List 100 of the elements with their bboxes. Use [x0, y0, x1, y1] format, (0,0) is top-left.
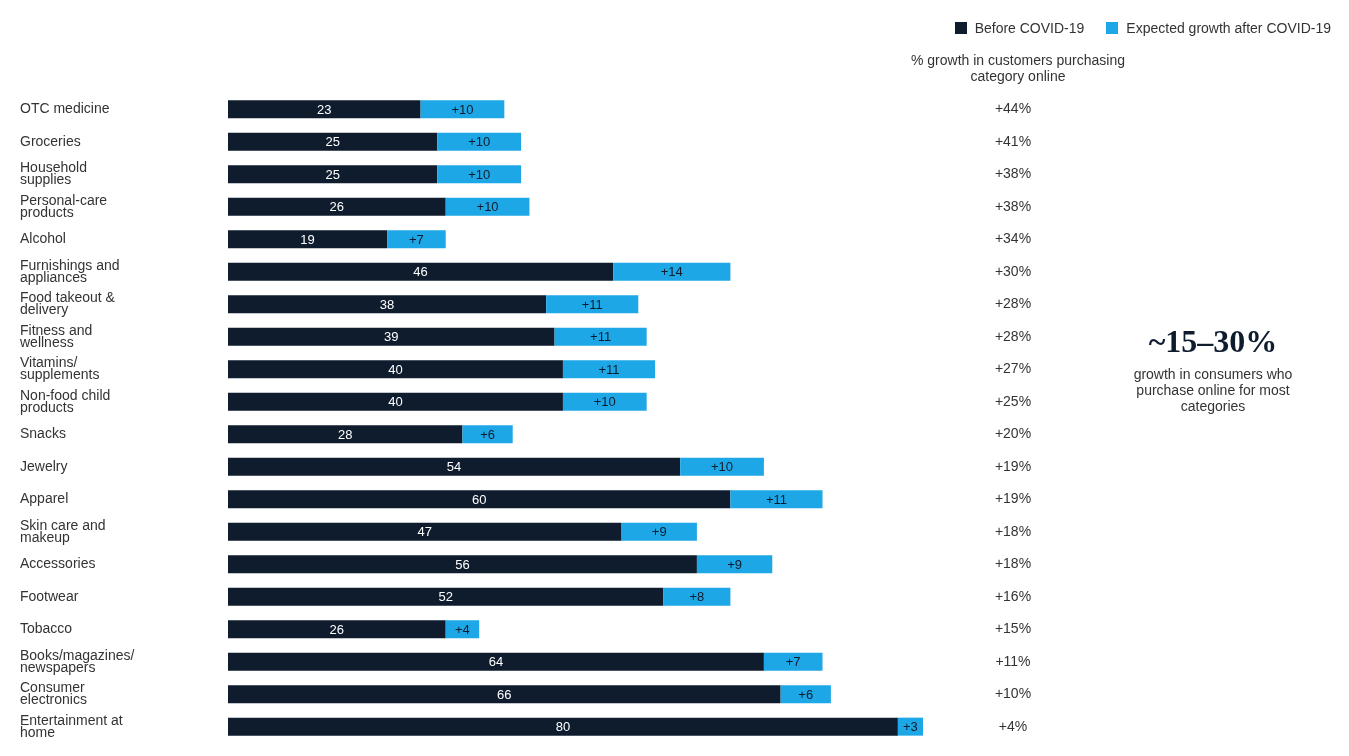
data-label: 38	[379, 296, 395, 312]
data-label: +10	[468, 134, 491, 150]
y-tick-label: Vitamins/supplements	[20, 353, 100, 382]
bar	[613, 262, 731, 281]
bar	[228, 652, 764, 671]
data-label: +8	[689, 589, 705, 605]
y-tick-label: Entertainment at home	[20, 711, 123, 740]
data-label: 54	[446, 459, 462, 475]
bar	[696, 555, 773, 574]
bar	[228, 230, 388, 249]
bar	[228, 295, 547, 314]
text: growth in consumers who purchase online for most categories	[1133, 366, 1293, 414]
data-label: +10	[451, 101, 474, 117]
bar	[228, 717, 898, 736]
y-tick-label: Consumer electronics	[20, 678, 87, 707]
legend-label: Before COVID-19	[974, 20, 1085, 36]
bar	[228, 262, 614, 281]
bar	[445, 197, 530, 216]
data-label: 56	[455, 556, 470, 572]
bar	[420, 100, 505, 119]
data-label: 39	[384, 329, 399, 345]
data-label: 64	[488, 654, 504, 670]
data-label: 19	[300, 231, 315, 247]
data-label: +4	[455, 621, 470, 637]
text: +10%	[993, 685, 1033, 702]
data-label: 46	[413, 264, 428, 280]
data-label: +11	[598, 361, 620, 377]
data-label: 66	[497, 686, 512, 702]
data-label: 80	[555, 719, 571, 735]
y-tick-label: Furnishings and appliances	[20, 256, 120, 285]
y-tick-label: Apparel	[20, 489, 69, 506]
y-tick-label: Footwear	[20, 587, 79, 604]
data-label: 28	[337, 426, 353, 442]
data-label: +6	[798, 686, 814, 702]
text: +38%	[993, 197, 1033, 214]
y-tick-label: Alcohol	[20, 229, 66, 246]
bar	[437, 132, 522, 151]
text: +19%	[993, 457, 1033, 474]
bar	[228, 555, 697, 574]
bar	[228, 100, 421, 119]
text: +41%	[993, 132, 1033, 149]
bar	[228, 522, 622, 541]
text: +18%	[993, 522, 1033, 539]
data-label: +9	[651, 524, 667, 540]
y-tick-label: Tobacco	[20, 619, 73, 636]
data-label: 26	[329, 621, 345, 637]
bar	[730, 490, 823, 509]
bar	[228, 392, 563, 411]
y-tick-label: Household supplies	[20, 158, 87, 187]
data-label: 40	[388, 394, 403, 410]
y-tick-label: Skin care and makeup	[20, 516, 106, 545]
y-tick-label: Accessories	[20, 554, 96, 571]
text: % growth in customers purchasing category online	[910, 52, 1126, 84]
bar	[228, 197, 446, 216]
bar	[228, 620, 446, 639]
y-tick-label: Groceries	[20, 132, 81, 149]
bar	[680, 457, 764, 476]
bar	[228, 165, 438, 184]
bar	[562, 360, 656, 379]
text: +19%	[993, 490, 1033, 507]
data-label: +7	[408, 231, 424, 247]
data-label: +11	[590, 329, 612, 345]
bar	[554, 327, 647, 346]
text: +28%	[993, 295, 1033, 312]
bar	[763, 652, 823, 671]
bar	[228, 457, 681, 476]
bar	[780, 685, 831, 704]
text: +20%	[993, 425, 1033, 442]
data-label: +11	[765, 491, 788, 507]
bar	[228, 360, 563, 379]
text: +28%	[993, 327, 1033, 344]
bar	[462, 425, 513, 444]
y-tick-label: Non-food child products	[20, 386, 111, 415]
data-label: +3	[903, 719, 918, 735]
y-tick-label: Snacks	[20, 424, 66, 441]
legend-label: Expected growth after COVID-19	[1126, 20, 1331, 36]
data-label: 25	[325, 134, 340, 150]
y-tick-label: OTC medicine	[20, 99, 110, 116]
data-label: +6	[480, 426, 495, 442]
bar	[228, 587, 664, 606]
text: +30%	[993, 262, 1033, 279]
text: +27%	[993, 360, 1033, 377]
data-label: +10	[476, 199, 499, 215]
data-label: 23	[317, 101, 332, 117]
data-label: +10	[593, 394, 616, 410]
data-label: +9	[727, 556, 743, 572]
data-label: +10	[711, 459, 734, 475]
bar	[228, 327, 555, 346]
bar	[437, 165, 522, 184]
bar	[228, 132, 438, 151]
text: +34%	[993, 230, 1033, 247]
text: +25%	[993, 392, 1033, 409]
text: +11%	[994, 652, 1032, 669]
bar	[387, 230, 446, 249]
bar	[562, 392, 647, 411]
text: +44%	[993, 100, 1033, 117]
data-label: 52	[438, 589, 453, 605]
data-label: 26	[329, 199, 345, 215]
y-tick-label: Books/magazines/newspapers	[20, 646, 135, 675]
y-tick-label: Food takeout & delivery	[20, 288, 116, 317]
